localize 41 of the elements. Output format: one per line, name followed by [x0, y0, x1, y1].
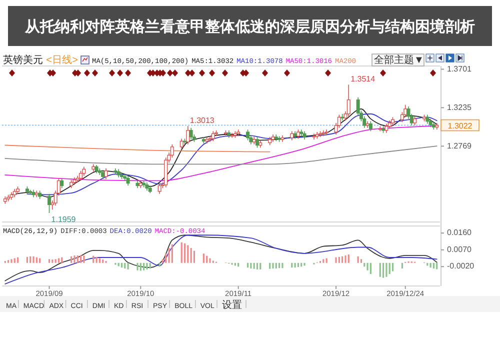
candlestick — [48, 194, 52, 214]
y-tick-label: -0.0020 — [447, 262, 475, 271]
candlestick — [413, 116, 417, 126]
candlestick — [324, 129, 328, 136]
candlestick — [312, 133, 316, 140]
candlestick — [158, 182, 162, 194]
candlestick — [246, 129, 250, 141]
annotation: <日线> — [46, 54, 78, 67]
y-tick-label: 1.2769 — [447, 141, 472, 150]
text: 全部主题▼ — [374, 54, 424, 66]
candlestick — [186, 126, 190, 145]
candlestick — [189, 128, 193, 140]
chart-subtitle: 英镑美元 — [3, 54, 43, 67]
candlestick — [211, 130, 215, 142]
ref-line-label: 1.3022 — [448, 121, 473, 130]
candlestick — [60, 178, 64, 189]
y-tick-label: 1.3235 — [447, 102, 472, 112]
candlestick — [170, 144, 174, 158]
candlestick — [104, 168, 108, 180]
annotation: 1.3514 — [350, 74, 376, 84]
candlestick — [296, 129, 300, 140]
y-tick-label: 0.0070 — [447, 244, 472, 254]
candlestick — [126, 175, 130, 186]
candlestick — [368, 120, 372, 132]
category-label: 设置 — [222, 299, 242, 311]
line-series — [4, 144, 270, 152]
candlestick — [290, 130, 294, 141]
candlestick — [255, 136, 259, 148]
y-tick-label: 0.0160 — [447, 228, 472, 238]
candlestick — [180, 138, 184, 150]
chart-title: 从托纳利对阵英格兰看意甲整体低迷的深层原因分析与结构困境剖析 — [24, 18, 475, 36]
candlestick — [79, 170, 83, 182]
annotation: 1.1959 — [51, 215, 76, 224]
candlestick — [426, 114, 430, 124]
candlestick — [101, 170, 105, 180]
y-tick-label: 1.3701 — [447, 64, 472, 74]
candlestick — [82, 166, 86, 176]
candlestick — [384, 123, 388, 134]
candlestick — [346, 84, 350, 117]
line-series — [4, 146, 438, 165]
annotation: 1.3013 — [190, 116, 215, 126]
